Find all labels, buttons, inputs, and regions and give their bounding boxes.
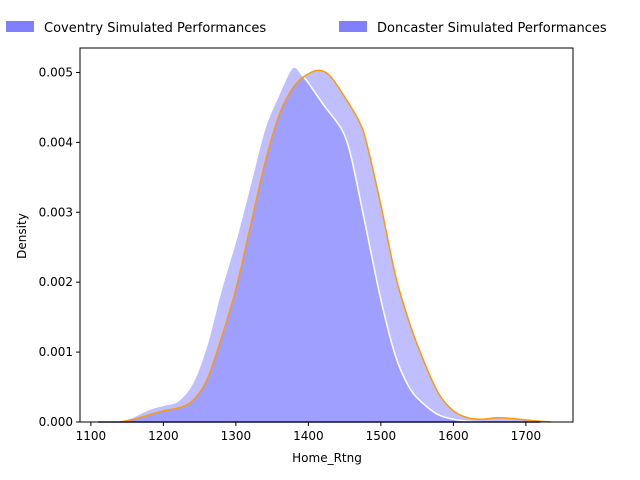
y-axis: 0.000 0.001 0.002 0.003 0.004 0.005 (39, 65, 80, 429)
y-tick-label: 0.001 (39, 345, 73, 359)
x-tick-label: 1200 (148, 429, 179, 443)
y-tick-label: 0.004 (39, 135, 73, 149)
plot-area (79, 47, 574, 423)
x-tick-label: 1300 (221, 429, 252, 443)
y-tick-label: 0.000 (39, 415, 73, 429)
legend-label-doncaster: Doncaster Simulated Performances (377, 21, 607, 36)
x-axis-label: Home_Rtng (292, 451, 362, 465)
y-axis-label: Density (15, 213, 29, 259)
y-tick-label: 0.003 (39, 205, 73, 219)
x-tick-label: 1500 (366, 429, 397, 443)
plot-frame (79, 47, 574, 423)
series-area-1 (119, 70, 552, 422)
legend-swatch-doncaster (339, 21, 367, 32)
series-layer (98, 66, 552, 423)
x-axis: 1100 1200 1300 1400 1500 1600 1700 (76, 422, 542, 443)
y-tick-label: 0.002 (39, 275, 73, 289)
legend: Coventry Simulated Performances Doncaste… (6, 21, 607, 36)
series-line-0 (119, 66, 483, 423)
series-line-1 (119, 69, 552, 423)
x-tick-label: 1100 (76, 429, 107, 443)
y-tick-label: 0.005 (39, 65, 73, 79)
x-tick-label: 1700 (511, 429, 542, 443)
legend-swatch-coventry (6, 21, 34, 32)
x-tick-label: 1600 (438, 429, 469, 443)
x-tick-label: 1400 (293, 429, 324, 443)
legend-label-coventry: Coventry Simulated Performances (44, 21, 266, 36)
